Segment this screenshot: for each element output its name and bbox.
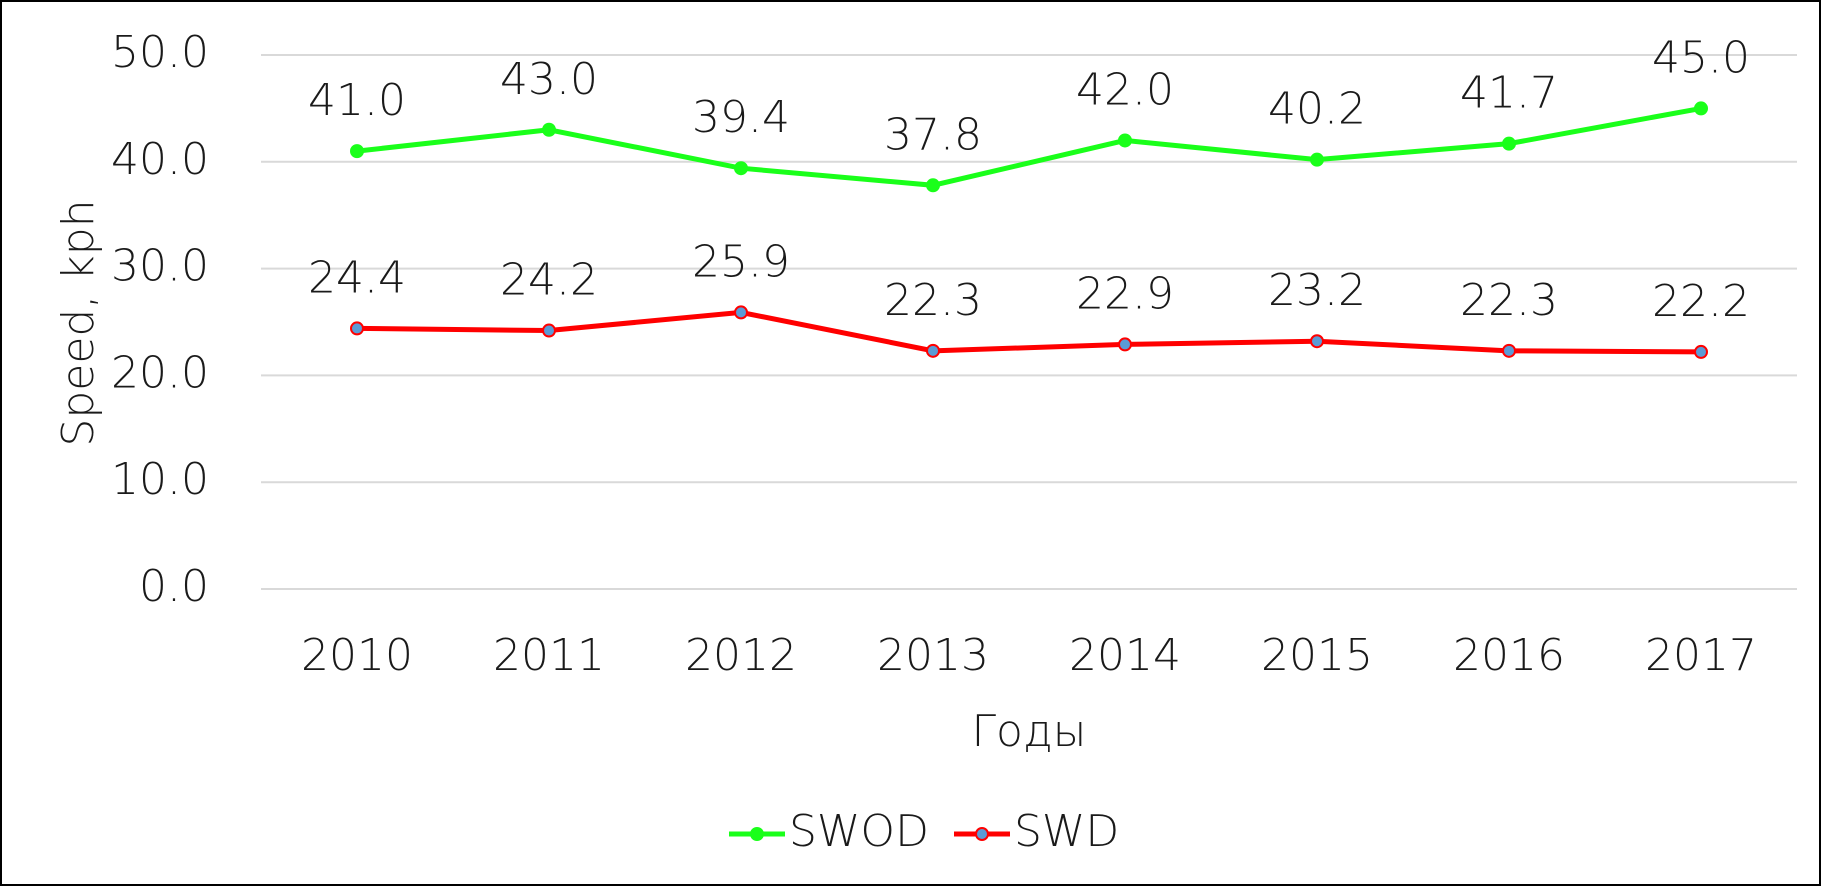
data-label: 41.0 bbox=[308, 75, 406, 126]
x-tick-label: 2017 bbox=[1645, 630, 1757, 681]
y-tick-label: 50.0 bbox=[111, 27, 209, 78]
data-point bbox=[542, 122, 556, 137]
y-tick-label: 10.0 bbox=[111, 454, 209, 505]
x-tick-label: 2010 bbox=[301, 630, 413, 681]
data-point bbox=[926, 178, 940, 193]
data-label: 25.9 bbox=[692, 236, 790, 287]
data-label: 22.2 bbox=[1652, 276, 1750, 327]
data-point bbox=[1502, 343, 1516, 358]
y-tick-label: 20.0 bbox=[111, 347, 209, 398]
legend-label: SWD bbox=[1014, 806, 1119, 857]
data-label: 22.3 bbox=[1460, 275, 1558, 326]
data-point bbox=[1310, 334, 1324, 349]
data-label: 22.9 bbox=[1076, 268, 1174, 319]
data-point bbox=[350, 321, 364, 336]
x-tick-label: 2011 bbox=[493, 630, 605, 681]
data-label: 24.2 bbox=[500, 255, 598, 306]
data-point bbox=[1694, 101, 1708, 116]
data-label: 42.0 bbox=[1076, 64, 1174, 115]
x-tick-label: 2013 bbox=[877, 630, 989, 681]
data-label: 24.4 bbox=[308, 252, 406, 303]
data-label: 40.2 bbox=[1268, 84, 1366, 135]
data-point bbox=[1118, 133, 1132, 148]
x-axis-title: Годы bbox=[972, 706, 1087, 757]
y-tick-label: 0.0 bbox=[139, 561, 209, 612]
data-point bbox=[1310, 152, 1324, 167]
data-point bbox=[1118, 337, 1132, 352]
data-label: 39.4 bbox=[692, 92, 790, 143]
x-tick-label: 2015 bbox=[1261, 630, 1373, 681]
x-tick-label: 2012 bbox=[685, 630, 797, 681]
legend-marker bbox=[750, 827, 764, 841]
data-label: 45.0 bbox=[1652, 32, 1750, 83]
y-axis-title: Speed, kph bbox=[53, 199, 104, 446]
data-point bbox=[1694, 344, 1708, 359]
series-line bbox=[356, 105, 1702, 188]
data-point bbox=[350, 144, 364, 159]
data-label: 37.8 bbox=[884, 109, 982, 160]
data-label: 43.0 bbox=[500, 54, 598, 105]
legend-label: SWOD bbox=[789, 806, 929, 857]
data-label: 41.7 bbox=[1460, 68, 1558, 119]
data-point bbox=[734, 305, 748, 320]
data-point bbox=[734, 161, 748, 176]
y-tick-label: 30.0 bbox=[111, 241, 209, 292]
legend-marker bbox=[975, 827, 989, 841]
x-tick-label: 2016 bbox=[1453, 630, 1565, 681]
data-point bbox=[1502, 136, 1516, 151]
data-label: 22.3 bbox=[884, 275, 982, 326]
data-point bbox=[542, 323, 556, 338]
series-line bbox=[356, 309, 1702, 355]
y-tick-label: 40.0 bbox=[111, 134, 209, 185]
x-tick-label: 2014 bbox=[1069, 630, 1181, 681]
data-label: 23.2 bbox=[1268, 265, 1366, 316]
data-point bbox=[926, 343, 940, 358]
